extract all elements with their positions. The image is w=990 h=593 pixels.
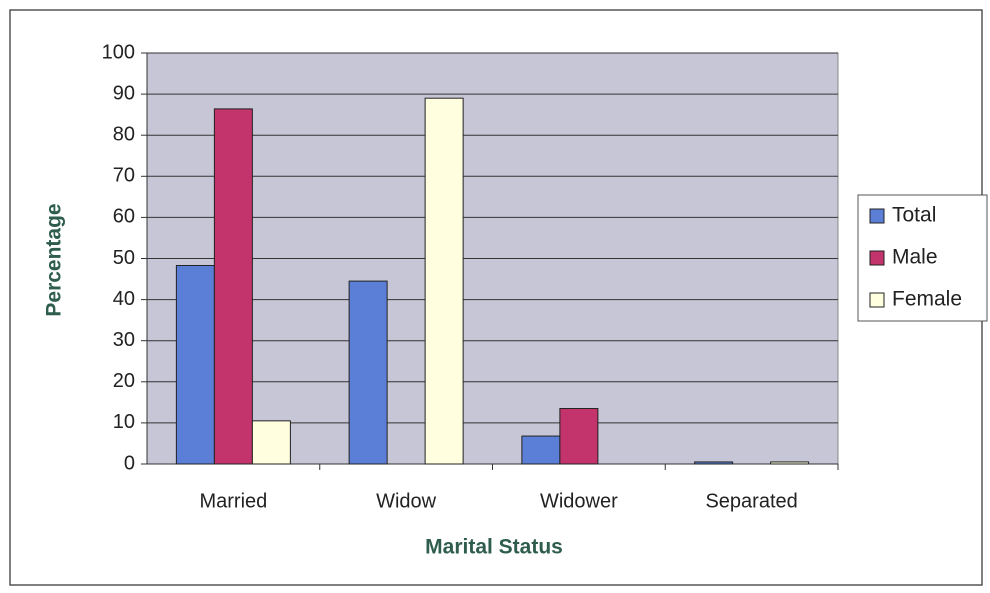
bar (251, 420, 291, 465)
y-tick-label: 90 (113, 82, 135, 104)
x-axis-title: Marital Status (425, 536, 563, 559)
x-tick-label: Married (199, 490, 267, 512)
x-tick-label: Widower (540, 490, 618, 512)
legend-swatch (869, 208, 885, 224)
y-tick-label: 100 (102, 41, 135, 63)
bar (521, 435, 561, 465)
bar (770, 461, 810, 465)
legend-label: Female (892, 288, 962, 311)
bar (559, 408, 599, 465)
bar (348, 280, 388, 465)
bar (213, 108, 253, 465)
y-tick-label: 10 (113, 411, 135, 433)
y-tick-label: 0 (124, 452, 135, 474)
legend-label: Male (892, 246, 938, 269)
x-tick-label: Separated (705, 490, 797, 512)
y-tick-label: 70 (113, 165, 135, 187)
y-tick-label: 30 (113, 329, 135, 351)
bar (694, 461, 734, 465)
y-tick-label: 20 (113, 370, 135, 392)
legend-swatch (869, 292, 885, 308)
y-tick-label: 60 (113, 206, 135, 228)
legend-label: Total (892, 204, 936, 227)
y-tick-label: 40 (113, 288, 135, 310)
bar (175, 264, 215, 465)
bar (424, 97, 464, 465)
legend-swatch (869, 250, 885, 266)
y-tick-label: 80 (113, 123, 135, 145)
x-tick-label: Widow (376, 490, 437, 512)
y-tick-label: 50 (113, 247, 135, 269)
y-axis-title: Percentage (43, 203, 66, 316)
